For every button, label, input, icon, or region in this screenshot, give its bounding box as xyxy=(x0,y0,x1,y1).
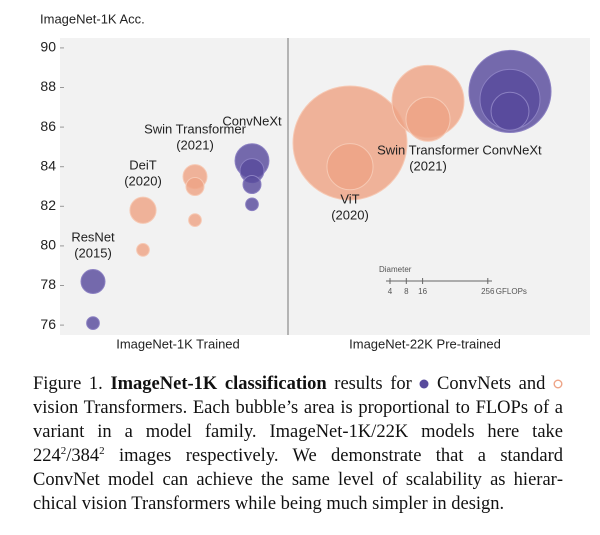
superscript: 2 xyxy=(99,444,105,457)
legend-tick-label: 4 xyxy=(388,287,393,296)
family-year: (2021) xyxy=(176,137,214,152)
y-tick-label: 86 xyxy=(40,118,56,134)
bubble xyxy=(245,197,259,212)
bubble xyxy=(292,85,408,201)
bubble xyxy=(86,316,100,330)
family-label: ViT xyxy=(340,191,359,206)
bubble xyxy=(80,269,106,295)
bubble xyxy=(326,143,374,191)
caption: Figure 1. ImageNet-1K classification res… xyxy=(33,372,563,516)
family-label: ConvNeXt xyxy=(482,142,542,157)
y-tick-label: 78 xyxy=(40,276,56,292)
bubble xyxy=(242,175,262,195)
legend-tick-label: 16 xyxy=(418,287,427,296)
superscript: 2 xyxy=(60,444,67,457)
caption-text: /384 xyxy=(66,446,100,466)
y-tick-label: 84 xyxy=(40,157,56,173)
family-label: Swin Transformer xyxy=(377,142,480,157)
panel-label: ImageNet-1K Trained xyxy=(116,336,240,351)
y-tick-label: 76 xyxy=(40,316,56,332)
caption-text: results for xyxy=(334,374,412,394)
bubble xyxy=(185,177,205,196)
transformer-icon xyxy=(553,379,563,389)
bubble xyxy=(188,213,202,228)
bubble xyxy=(490,91,530,131)
caption-text: images respectively. We demonstrate that… xyxy=(33,446,563,514)
legend-tick-label: 8 xyxy=(404,287,409,296)
family-label: DeiT xyxy=(129,157,157,172)
family-year: (2020) xyxy=(124,173,162,188)
legend-unit: GFLOPs xyxy=(496,287,527,296)
family-label: ConvNeXt xyxy=(222,113,282,128)
chart: ImageNet-1K Acc. 7678808284868890ImageNe… xyxy=(40,11,590,351)
y-tick-label: 80 xyxy=(40,237,56,253)
caption-text: 224 xyxy=(33,446,61,466)
legend-title: Diameter xyxy=(379,265,412,274)
y-axis-title: ImageNet-1K Acc. xyxy=(40,11,145,26)
legend-tick-label: 256 xyxy=(481,287,495,296)
figure-label: Figure 1. xyxy=(33,374,103,394)
y-tick-label: 82 xyxy=(40,197,56,213)
panel-label: ImageNet-22K Pre-trained xyxy=(349,336,501,351)
caption-bold: ImageNet-1K classification xyxy=(110,374,327,394)
family-year: (2020) xyxy=(331,207,369,222)
family-label: ResNet xyxy=(71,229,115,244)
caption-text: vision Transformers. Each bubble’s area … xyxy=(33,398,563,442)
bubble xyxy=(129,196,157,224)
y-tick-label: 90 xyxy=(40,39,56,55)
caption-text: ConvNets and xyxy=(437,374,546,394)
family-year: (2015) xyxy=(74,245,112,260)
y-tick-label: 88 xyxy=(40,78,56,94)
convnet-icon xyxy=(419,379,429,389)
family-label: Swin Transformer xyxy=(144,121,247,136)
bubble xyxy=(136,242,150,257)
bubble xyxy=(405,96,451,142)
family-year: (2021) xyxy=(409,158,447,173)
